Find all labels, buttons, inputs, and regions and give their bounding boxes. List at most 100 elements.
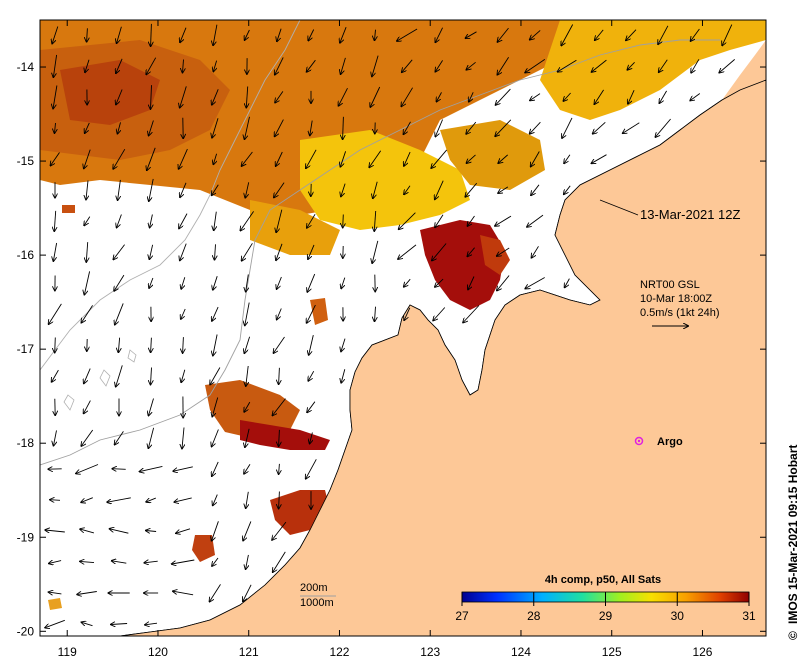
current-arrow [116, 89, 123, 105]
current-arrow [117, 214, 122, 228]
current-arrow [467, 154, 476, 163]
current-arrow [306, 459, 317, 478]
date-label-pointer [599, 199, 639, 216]
current-arrow [341, 57, 346, 74]
product-line-3: 0.5m/s (1kt 24h) [640, 307, 719, 319]
current-arrow [498, 186, 509, 193]
current-arrow [118, 122, 121, 133]
current-arrow [54, 430, 57, 445]
current-arrow [212, 397, 219, 417]
current-arrow [214, 211, 217, 231]
current-arrow [213, 494, 218, 506]
current-arrow [53, 85, 58, 109]
current-arrow [212, 306, 219, 321]
y-tick-label: -20 [17, 624, 35, 638]
current-arrow [404, 307, 411, 320]
current-arrow [277, 276, 282, 289]
current-arrow [50, 500, 61, 501]
current-arrow [306, 149, 317, 168]
current-arrow [341, 277, 346, 289]
current-arrow [279, 463, 280, 474]
current-arrow [279, 367, 280, 384]
current-arrow [149, 277, 154, 288]
current-arrow [593, 121, 606, 133]
current-arrow [212, 557, 219, 566]
current-arrow [498, 154, 508, 163]
current-arrow [465, 182, 478, 197]
current-arrow [340, 151, 347, 166]
current-arrow [55, 337, 56, 353]
current-arrow [341, 183, 346, 197]
current-arrow [51, 152, 60, 166]
current-arrow [181, 277, 186, 289]
current-arrow [402, 59, 413, 72]
current-arrow [150, 214, 153, 228]
current-arrow [339, 87, 348, 106]
current-arrow [564, 154, 571, 164]
current-arrow [146, 57, 157, 75]
current-arrow [691, 28, 700, 41]
current-arrow [432, 243, 447, 261]
current-arrow [84, 149, 91, 169]
current-arrow [151, 367, 152, 385]
current-arrow [497, 275, 510, 291]
current-arrow [309, 334, 314, 355]
current-arrow [53, 242, 58, 261]
current-arrow [433, 307, 446, 321]
current-arrow [52, 369, 59, 382]
current-arrow [246, 86, 247, 108]
current-arrow [274, 182, 285, 198]
current-arrow [210, 584, 221, 601]
current-arrow [719, 59, 735, 72]
current-arrow [276, 209, 283, 233]
current-arrow [659, 59, 668, 72]
colorbar-tick-label: 30 [671, 609, 685, 623]
current-arrow [213, 24, 218, 46]
current-arrow [374, 210, 375, 231]
current-arrow [212, 429, 219, 447]
current-arrow [530, 30, 541, 39]
current-arrow [343, 214, 344, 228]
contour-200m [40, 39, 720, 466]
current-arrow [213, 334, 218, 356]
current-arrow [655, 118, 671, 137]
current-arrow [242, 151, 253, 166]
current-arrow [467, 247, 475, 257]
current-arrow [399, 212, 416, 230]
current-arrow [404, 185, 411, 195]
current-arrow [594, 89, 604, 104]
current-arrow [243, 584, 252, 601]
current-arrow [180, 27, 187, 43]
current-arrow [369, 150, 382, 168]
current-arrow [149, 178, 154, 201]
current-arrow [435, 27, 444, 43]
current-arrow [435, 180, 444, 200]
colorbar-tick-label: 29 [599, 609, 613, 623]
colorbar: 4h comp, p50, All Sats 27 28 29 30 31 [455, 574, 756, 623]
current-arrow [690, 93, 701, 101]
current-arrow [532, 246, 539, 257]
current-arrow [212, 184, 219, 196]
current-arrow [562, 117, 573, 138]
current-arrow [722, 24, 733, 46]
current-arrow [213, 276, 218, 290]
current-arrow [242, 243, 253, 260]
current-arrow [307, 304, 316, 323]
current-arrow [215, 244, 216, 259]
current-arrow [114, 274, 125, 291]
current-arrow [495, 119, 512, 136]
current-arrow [592, 59, 607, 72]
x-tick-label: 122 [329, 645, 349, 659]
current-arrow [179, 148, 188, 169]
current-arrow [372, 55, 379, 77]
land-north [722, 20, 766, 100]
current-arrow [659, 90, 667, 103]
current-arrow [275, 57, 284, 74]
current-arrow [498, 27, 509, 42]
current-arrow [45, 530, 65, 532]
x-tick-label: 125 [602, 645, 622, 659]
current-arrow [435, 119, 444, 137]
current-arrow [81, 305, 93, 322]
current-arrow [180, 86, 187, 107]
current-arrow [497, 247, 510, 256]
